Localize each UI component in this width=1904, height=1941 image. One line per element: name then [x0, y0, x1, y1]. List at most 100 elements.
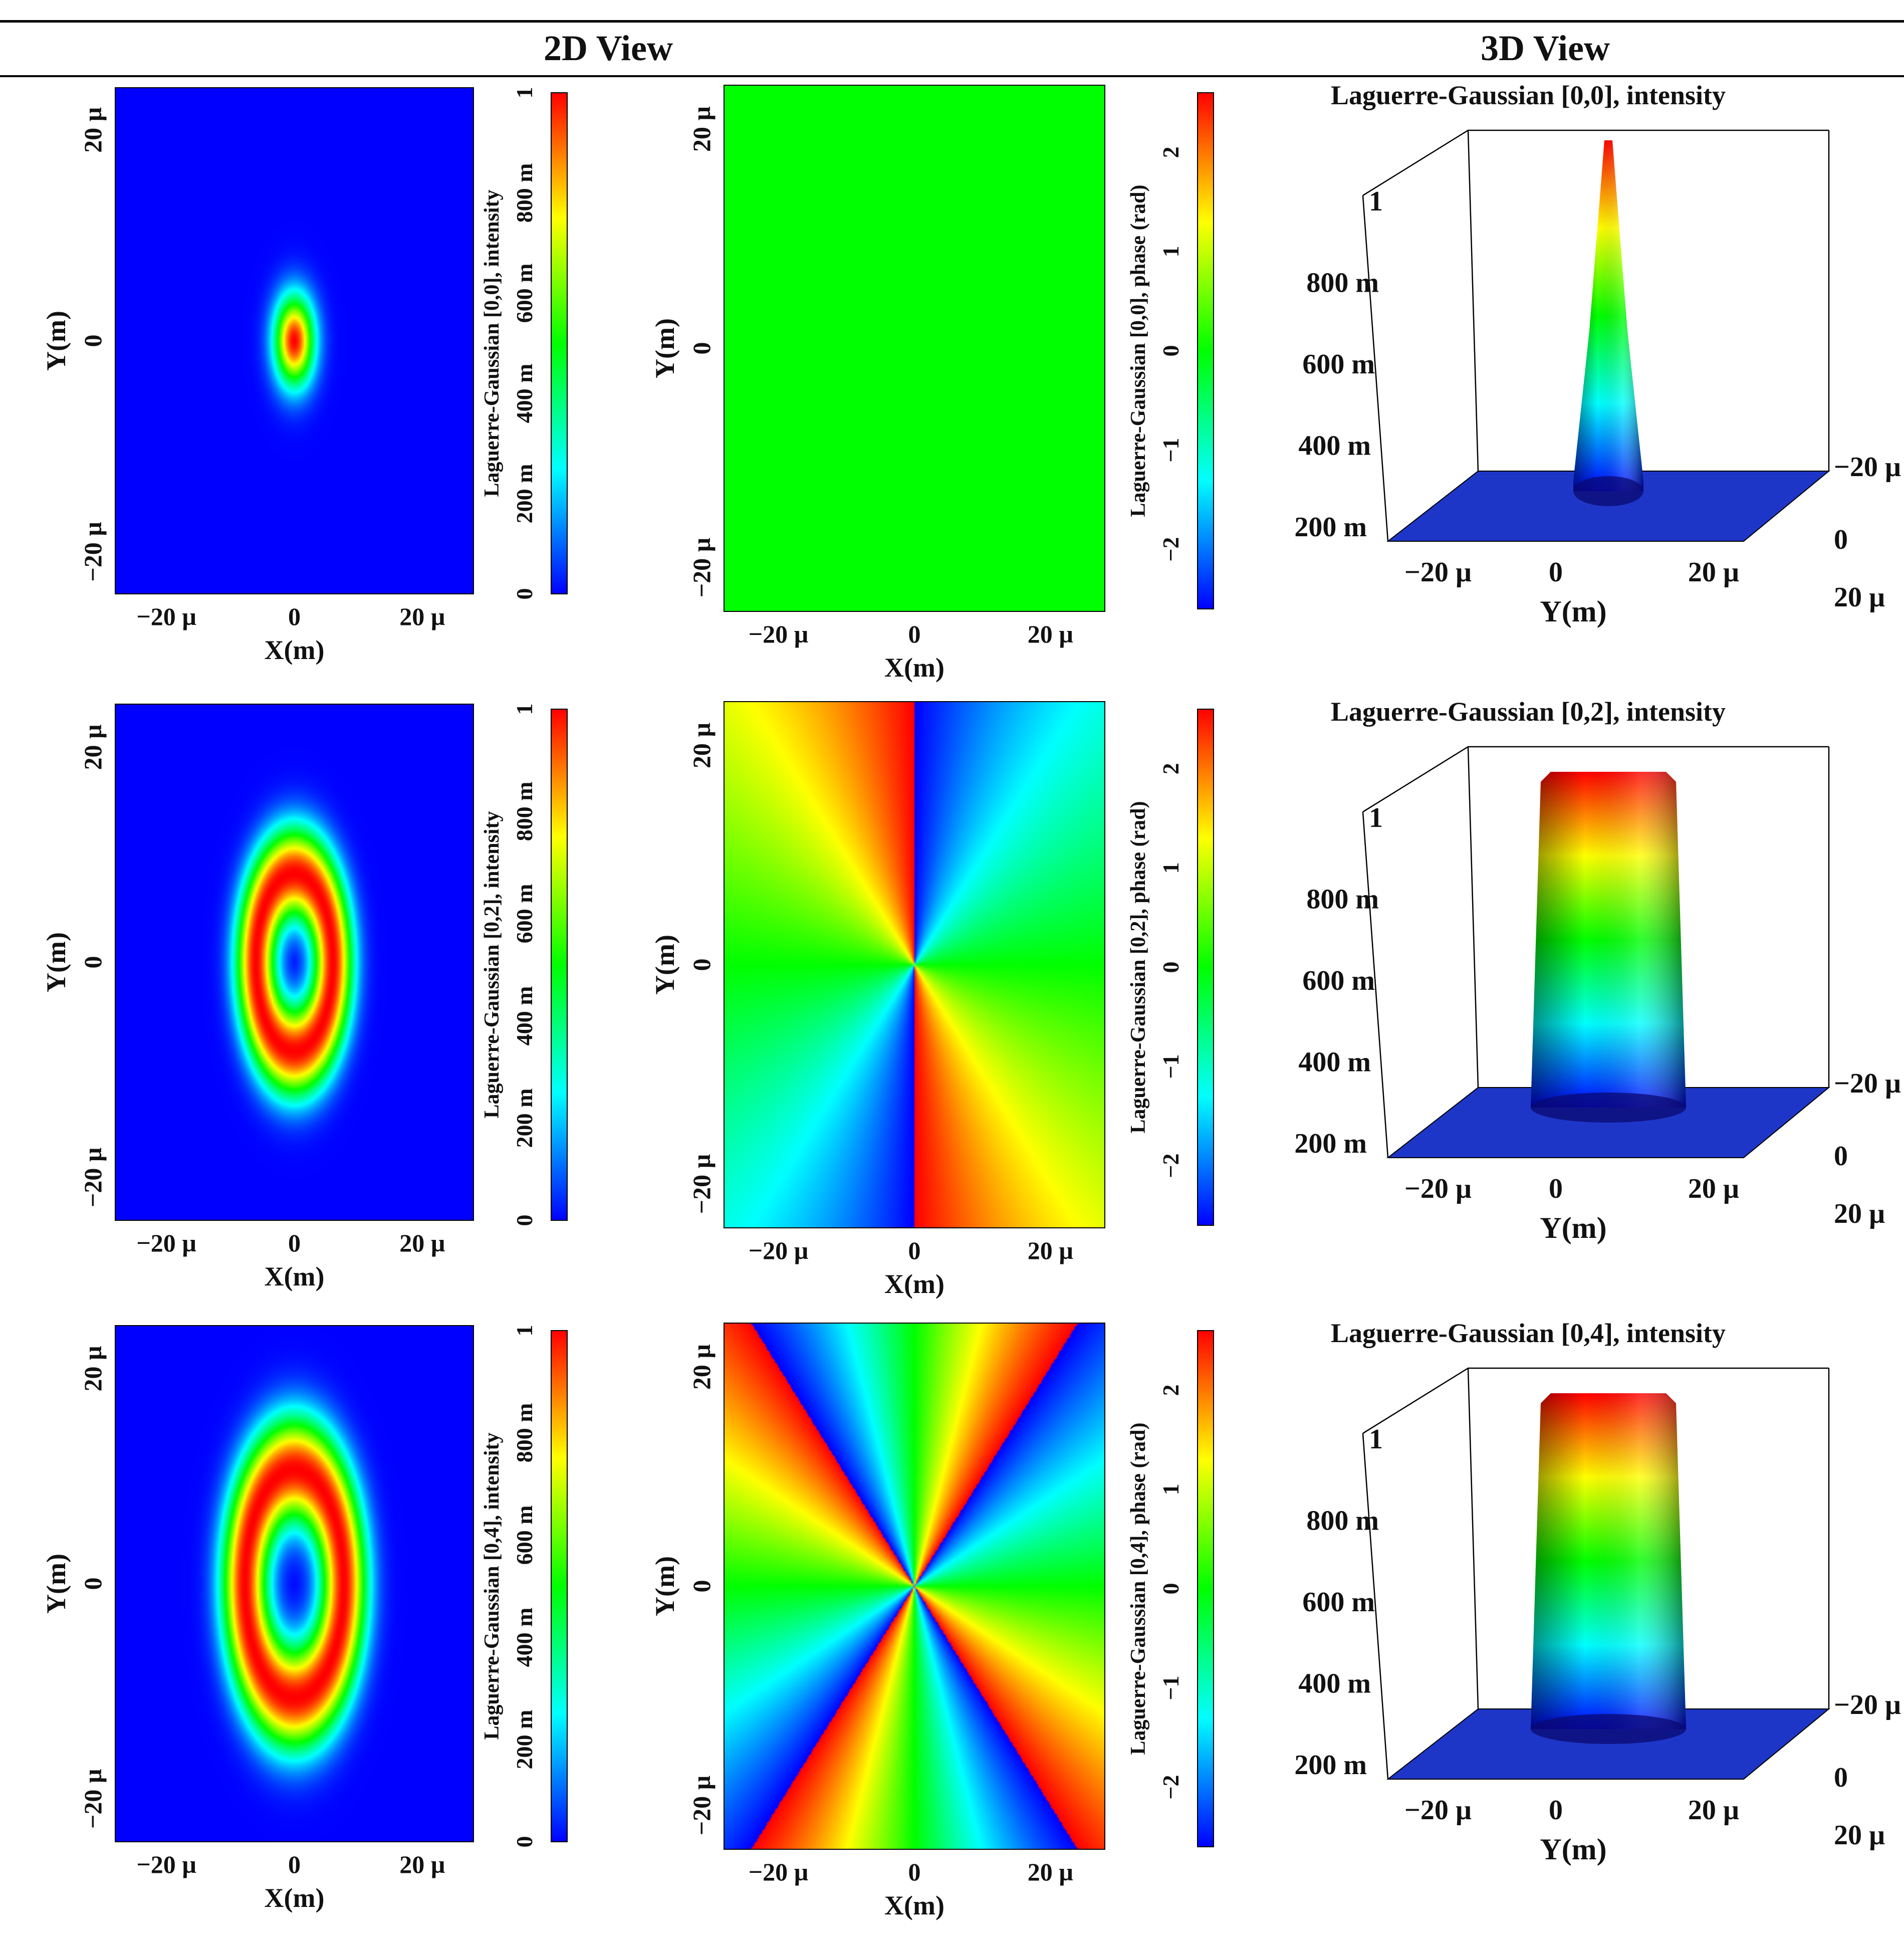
surface-3d-1-panel: Laguerre-Gaussian [0,2], intensity 1 800 m… [1283, 697, 1904, 1298]
phase-2d-2-colorbar-tick: 0 [1158, 1583, 1183, 1595]
intensity-2d-2-heatmap [115, 1326, 473, 1842]
intensity-2d-2-colorbar-gradient [551, 1330, 568, 1842]
intensity-2d-1-colorbar-tick: 600 m [512, 884, 537, 944]
intensity-2d-0-colorbar-tick: 600 m [512, 264, 537, 323]
phase-2d-1-plot-frame [724, 701, 1105, 1228]
phase-2d-0-colorbar-gradient [1197, 92, 1214, 609]
intensity-2d-0-colorbar-gradient [551, 92, 568, 594]
phase-2d-1-colorbar-tick: −1 [1158, 1054, 1183, 1079]
intensity-2d-1-colorbar-tick: 800 m [512, 782, 537, 841]
intensity-2d-2-colorbar-tick: 1 [512, 1325, 537, 1337]
phase-2d-0-y-tick: 0 [687, 342, 716, 355]
intensity-2d-0-x-tick: 20 µ [399, 602, 445, 630]
intensity-2d-2-colorbar-tick: 0 [512, 1836, 537, 1848]
intensity-2d-1-y-label: Y(m) [41, 932, 71, 992]
surface-3d-1-z-tick: 600 m [1302, 965, 1375, 996]
phase-2d-2-panel: −20 µ −20 µ 0 0 20 µ 20 µ X(m) Y(m) −2 −1 0 1 2 Lague… [631, 1318, 1278, 1929]
phase-2d-2-plot-frame [724, 1323, 1105, 1850]
phase-2d-1-heatmap [724, 702, 1105, 1228]
surface-3d-0-beam-foot [1573, 476, 1643, 506]
phase-2d-2-colorbar: −2 −1 0 1 2 Laguerre-Gaussian [0,4], phase (r… [1127, 1330, 1214, 1847]
intensity-2d-1-y-tick: 0 [79, 956, 107, 969]
surface-3d-0-z-tick: 400 m [1298, 430, 1371, 462]
intensity-2d-1-x-label: X(m) [265, 1261, 325, 1291]
intensity-2d-1-x-tick: −20 µ [136, 1229, 196, 1257]
phase-2d-1-x-tick: −20 µ [749, 1236, 809, 1264]
intensity-2d-1-colorbar-tick: 200 m [512, 1089, 537, 1148]
intensity-2d-0-x-label: X(m) [265, 635, 325, 665]
phase-2d-0-colorbar: −2 −1 0 1 2 Laguerre-Gaussian [0,0], phase (r… [1127, 92, 1214, 609]
surface-3d-0-z-tick: 1 [1369, 186, 1383, 217]
phase-2d-1-panel: −20 µ −20 µ 0 0 20 µ 20 µ X(m) Y(m) −2 −1 0 1 2 Lague… [631, 697, 1278, 1308]
surface-3d-2-z-tick: 400 m [1298, 1668, 1371, 1699]
phase-2d-2-x-tick: −20 µ [749, 1858, 809, 1886]
surface-3d-0-x-tick: 0 [1834, 524, 1848, 555]
surface-3d-0-panel: Laguerre-Gaussian [0,0], intensity 1 800 m… [1283, 80, 1904, 682]
surface-3d-2-z-tick: 600 m [1302, 1587, 1375, 1618]
intensity-2d-0-colorbar-tick: 200 m [512, 464, 537, 524]
surface-3d-2-panel: Laguerre-Gaussian [0,4], intensity 1 800 m… [1283, 1318, 1904, 1919]
surface-3d-2-z-tick: 800 m [1306, 1505, 1379, 1537]
intensity-2d-2-colorbar-tick: 400 m [512, 1608, 537, 1667]
intensity-2d-0-heatmap [115, 88, 473, 594]
phase-2d-1-y-tick: −20 µ [687, 1154, 716, 1214]
phase-2d-0-colorbar-tick: −2 [1158, 537, 1183, 562]
phase-2d-2-y-tick: 20 µ [687, 1344, 716, 1390]
surface-3d-1-z-tick: 800 m [1306, 884, 1379, 915]
intensity-2d-2-y-tick: −20 µ [79, 1769, 107, 1829]
intensity-2d-1-y-tick: −20 µ [79, 1147, 107, 1207]
surface-3d-1-y-tick: 20 µ [1688, 1173, 1739, 1204]
intensity-2d-0-colorbar-label: Laguerre-Gaussian [0,0], intensity [481, 190, 504, 497]
phase-2d-2-colorbar-tick: −2 [1158, 1775, 1183, 1800]
surface-3d-2-y-tick: 20 µ [1688, 1795, 1739, 1826]
intensity-2d-1-colorbar-label: Laguerre-Gaussian [0,2], intensity [481, 811, 504, 1119]
intensity-2d-0-y-label: Y(m) [41, 311, 71, 371]
intensity-2d-2-x-tick: 0 [288, 1850, 301, 1878]
surface-3d-1-x-label: X(m) [1900, 1119, 1904, 1186]
surface-3d-1-x-tick: −20 µ [1834, 1068, 1901, 1099]
surface-3d-2-x-label: X(m) [1900, 1741, 1904, 1807]
intensity-2d-2-colorbar-tick: 200 m [512, 1710, 537, 1770]
intensity-2d-0-y-tick: −20 µ [79, 522, 107, 582]
surface-3d-2-y-tick: 0 [1549, 1795, 1563, 1826]
phase-2d-0-y-label: Y(m) [650, 318, 680, 378]
surface-3d-1-title: Laguerre-Gaussian [0,2], intensity [1331, 697, 1726, 727]
phase-2d-2-colorbar-gradient [1197, 1330, 1214, 1847]
phase-2d-0-y-tick: 20 µ [687, 106, 716, 152]
intensity-2d-2-colorbar-label: Laguerre-Gaussian [0,4], intensity [481, 1433, 504, 1740]
intensity-2d-0-x-tick: −20 µ [136, 602, 196, 630]
intensity-2d-0-y-tick: 0 [79, 335, 107, 347]
surface-3d-0-z-tick: 200 m [1294, 512, 1367, 543]
surface-3d-0-box-frame [1362, 129, 1830, 542]
intensity-2d-1-x-tick: 0 [288, 1229, 301, 1257]
phase-2d-1-colorbar-tick: 1 [1158, 862, 1183, 874]
surface-3d-2-x-tick: 20 µ [1834, 1820, 1885, 1851]
phase-2d-2-y-tick: 0 [687, 1580, 716, 1593]
phase-2d-0-x-tick: 20 µ [1028, 620, 1073, 648]
surface-3d-1-x-tick: 0 [1834, 1141, 1848, 1172]
phase-2d-1-x-tick: 0 [908, 1236, 921, 1264]
phase-2d-2-colorbar-label: Laguerre-Gaussian [0,4], phase (rad) [1127, 1422, 1150, 1755]
intensity-2d-1-panel: −20 µ −20 µ 0 0 20 µ 20 µ X(m) Y(m) 0 200 m 400 m 6… [0, 697, 631, 1291]
surface-3d-0-title: Laguerre-Gaussian [0,0], intensity [1331, 80, 1726, 110]
surface-3d-1-z-tick: 200 m [1294, 1128, 1367, 1159]
phase-2d-2-x-tick: 0 [908, 1858, 921, 1886]
phase-2d-0-colorbar-tick: −1 [1158, 438, 1183, 462]
phase-2d-1-y-tick: 0 [687, 959, 716, 971]
surface-3d-2-x-tick: −20 µ [1834, 1689, 1901, 1720]
header-3d-view: 3D View [1481, 28, 1610, 68]
surface-3d-2-x-tick: 0 [1834, 1762, 1848, 1793]
surface-3d-1-y-tick: −20 µ [1404, 1173, 1472, 1204]
surface-3d-2-box-frame [1362, 1367, 1830, 1780]
phase-2d-0-plot-frame [724, 85, 1105, 612]
surface-3d-0-beam-shading [1573, 140, 1643, 491]
intensity-2d-2-x-tick: −20 µ [136, 1850, 196, 1878]
phase-2d-0-colorbar-tick: 2 [1158, 146, 1183, 158]
intensity-2d-0-colorbar: 0 200 m 400 m 600 m 800 m 1 Laguerre-Gaussian … [481, 87, 568, 600]
surface-3d-2-y-label: Y(m) [1540, 1833, 1606, 1866]
phase-2d-0-x-label: X(m) [884, 653, 944, 683]
phase-2d-1-colorbar-tick: −2 [1158, 1154, 1183, 1178]
phase-2d-0-colorbar-tick: 0 [1158, 345, 1183, 357]
surface-3d-0-y-tick: 0 [1549, 557, 1563, 588]
intensity-2d-1-heatmap [115, 704, 473, 1220]
